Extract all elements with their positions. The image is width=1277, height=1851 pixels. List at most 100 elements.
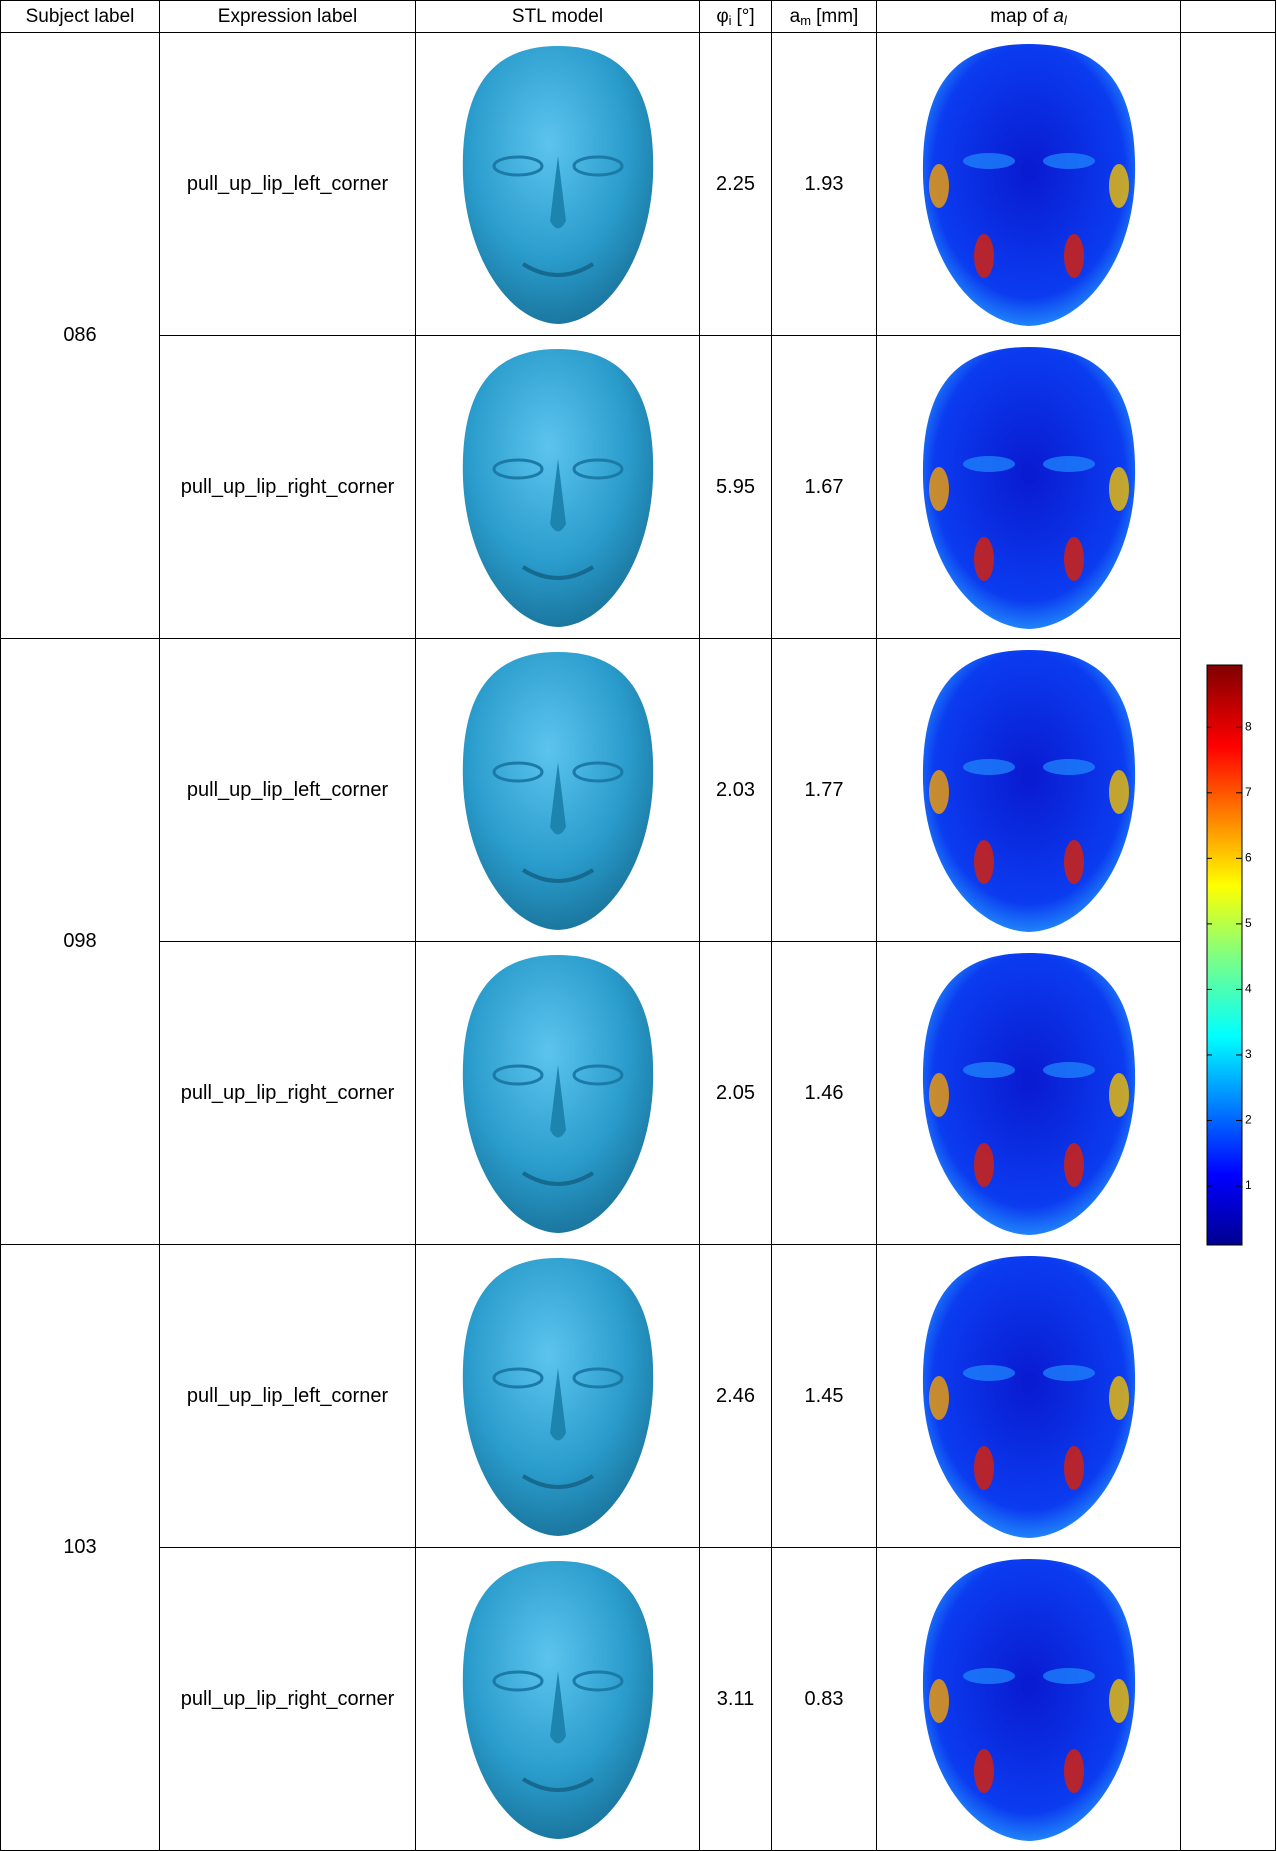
header-cell: STL model	[416, 1, 700, 33]
blank-cell	[1181, 33, 1276, 336]
stl-face	[438, 339, 678, 635]
subscript: l	[1064, 13, 1067, 28]
map-hotspot	[1064, 234, 1084, 278]
subscript: i	[729, 13, 732, 28]
map-feature	[1043, 1365, 1095, 1381]
stl-face	[438, 1551, 678, 1847]
am-cell: 1.93	[772, 33, 877, 336]
header-cell: φi[°]	[700, 1, 772, 33]
map-hotspot	[1109, 770, 1129, 814]
map-hotspot	[1109, 1679, 1129, 1723]
map-hotspot	[1064, 1446, 1084, 1490]
phi-cell: 2.25	[700, 33, 772, 336]
map-hotspot	[1064, 537, 1084, 581]
am-cell: 1.46	[772, 942, 877, 1245]
subject-cell: 086	[1, 33, 160, 639]
expression-cell: pull_up_lip_left_corner	[160, 1245, 416, 1548]
phi-cell: 2.46	[700, 1245, 772, 1548]
deviation-map	[899, 642, 1159, 938]
map-feature	[1043, 1668, 1095, 1684]
map-cell	[877, 942, 1181, 1245]
map-hotspot	[929, 1679, 949, 1723]
tick-label: 5	[1245, 916, 1252, 930]
map-hotspot	[1064, 840, 1084, 884]
map-outline	[922, 347, 1134, 629]
map-hotspot	[974, 234, 994, 278]
map-feature	[1043, 759, 1095, 775]
page: {"table": {"header": {"subject": "Subjec…	[0, 0, 1277, 1850]
blank-cell	[1181, 1548, 1276, 1851]
blank-cell	[1181, 336, 1276, 639]
blank-cell	[1181, 1245, 1276, 1548]
map-cell	[877, 1548, 1181, 1851]
map-outline	[922, 44, 1134, 326]
stl-face	[438, 945, 678, 1241]
phi-cell: 3.11	[700, 1548, 772, 1851]
header-text: map of	[990, 6, 1048, 27]
expression-cell: pull_up_lip_right_corner	[160, 1548, 416, 1851]
map-hotspot	[974, 1446, 994, 1490]
tick-label: 7	[1245, 785, 1252, 799]
header-cell: Expression label	[160, 1, 416, 33]
map-cell	[877, 1245, 1181, 1548]
colorbar-gradient	[1207, 665, 1242, 1245]
map-hotspot	[929, 1073, 949, 1117]
subject-cell: 098	[1, 639, 160, 1245]
map-hotspot	[1109, 1376, 1129, 1420]
deviation-map	[899, 36, 1159, 332]
map-hotspot	[974, 537, 994, 581]
map-feature	[963, 1365, 1015, 1381]
map-hotspot	[974, 1749, 994, 1793]
map-outline	[922, 1559, 1134, 1841]
map-outline	[922, 953, 1134, 1235]
stl-cell	[416, 1548, 700, 1851]
map-cell	[877, 336, 1181, 639]
map-hotspot	[929, 467, 949, 511]
header-cell: am [mm]	[772, 1, 877, 33]
map-feature	[1043, 153, 1095, 169]
symbol: a	[790, 6, 801, 27]
expression-cell: pull_up_lip_left_corner	[160, 639, 416, 942]
map-cell	[877, 33, 1181, 336]
map-feature	[1043, 456, 1095, 472]
map-feature	[963, 1668, 1015, 1684]
phi-cell: 2.03	[700, 639, 772, 942]
unit: [mm]	[816, 6, 858, 27]
map-hotspot	[1109, 467, 1129, 511]
subscript: m	[800, 13, 811, 28]
table-row: pull_up_lip_right_corner 3.110.83	[1, 1548, 1276, 1851]
am-cell: 0.83	[772, 1548, 877, 1851]
deviation-map	[899, 339, 1159, 635]
am-cell: 1.77	[772, 639, 877, 942]
map-hotspot	[929, 1376, 949, 1420]
map-outline	[922, 1256, 1134, 1538]
table-row: 098pull_up_lip_left_corner2.031.77	[1, 639, 1276, 942]
tick-label: 1	[1245, 1178, 1252, 1192]
header-row: Subject label Expression label STL model…	[1, 1, 1276, 33]
tick-label: 6	[1245, 851, 1252, 865]
results-table: Subject label Expression label STL model…	[0, 0, 1276, 1851]
tick-label: 2	[1245, 1113, 1252, 1127]
map-hotspot	[974, 1143, 994, 1187]
table-body: 086pull_up_lip_left_corner2.251.93pull_u…	[1, 33, 1276, 1851]
map-hotspot	[1064, 1143, 1084, 1187]
deviation-map	[899, 945, 1159, 1241]
map-feature	[1043, 1062, 1095, 1078]
am-cell: 1.67	[772, 336, 877, 639]
map-outline	[922, 650, 1134, 932]
stl-cell	[416, 33, 700, 336]
stl-cell	[416, 336, 700, 639]
expression-cell: pull_up_lip_left_corner	[160, 33, 416, 336]
deviation-map	[899, 1551, 1159, 1847]
stl-face	[438, 642, 678, 938]
phi-cell: 5.95	[700, 336, 772, 639]
am-cell: 1.45	[772, 1245, 877, 1548]
phi-cell: 2.05	[700, 942, 772, 1245]
tick-label: 4	[1245, 982, 1252, 996]
map-feature	[963, 456, 1015, 472]
